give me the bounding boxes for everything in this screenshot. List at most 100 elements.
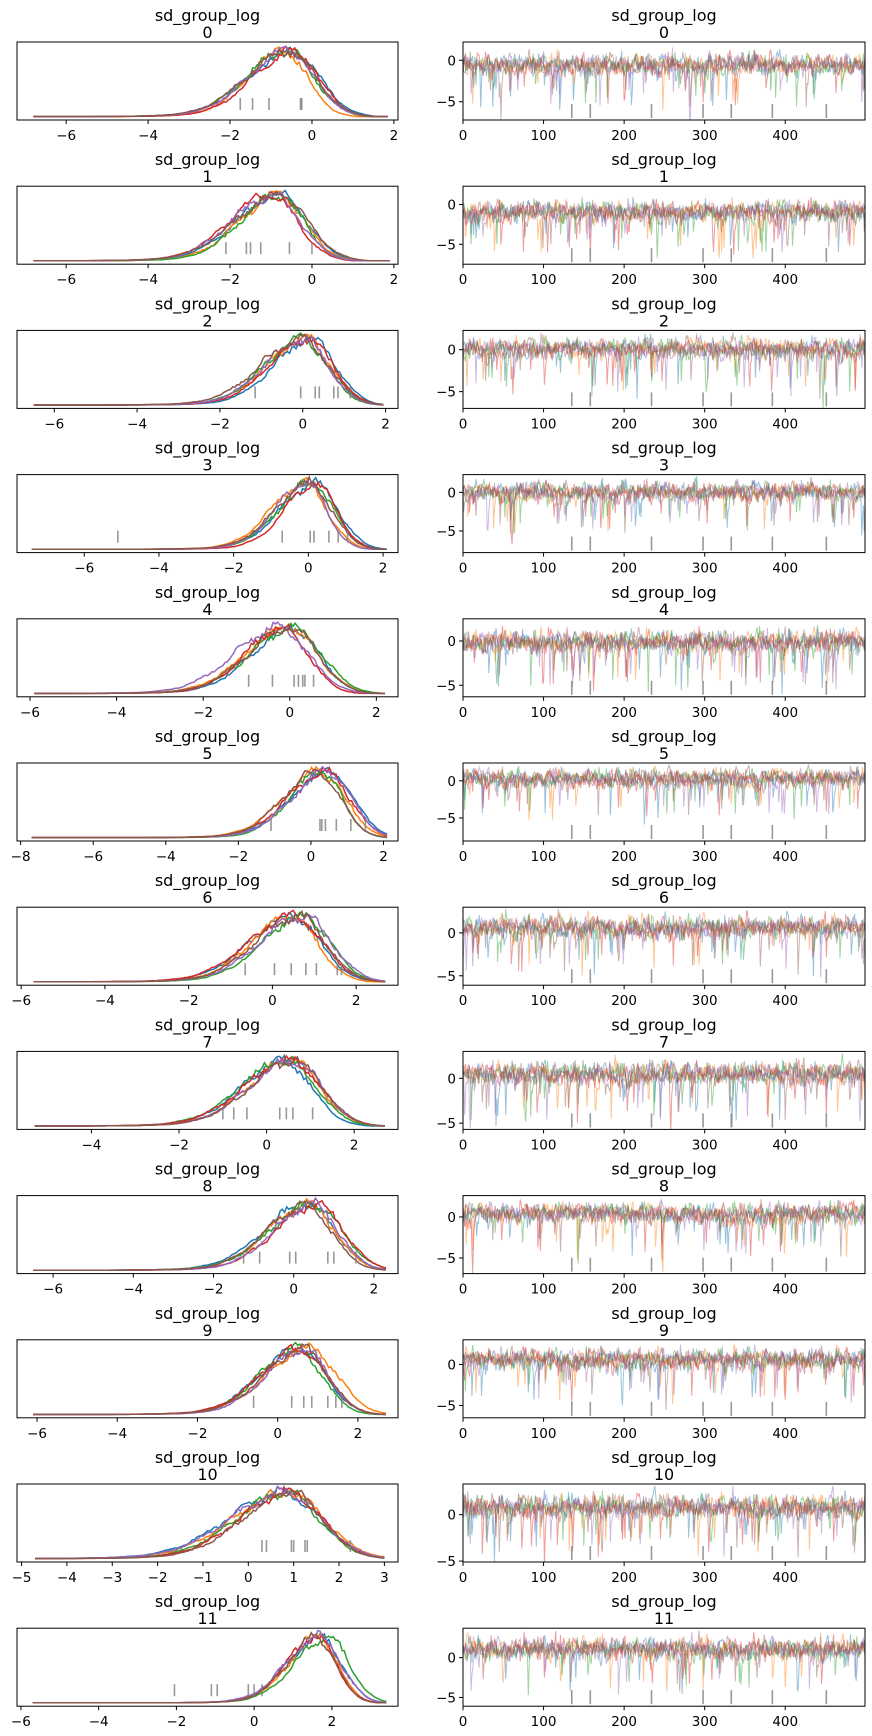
axes-frame <box>462 906 866 986</box>
x-tick-label: 2 <box>335 1570 344 1586</box>
x-tick-label: −4 <box>156 849 176 865</box>
x-tick-label: −4 <box>138 128 158 144</box>
x-tick-label: 400 <box>772 128 798 144</box>
trace-line <box>463 196 865 259</box>
axes-frame <box>462 474 866 554</box>
x-tick-label: 2 <box>370 1282 379 1298</box>
panel-title: sd_group_log <box>155 150 260 170</box>
x-tick-label: 2 <box>372 705 381 721</box>
y-tick-label: −5 <box>436 1690 456 1706</box>
density-line <box>33 190 390 262</box>
trace-line <box>463 1485 865 1557</box>
x-tick-label: 400 <box>772 1570 798 1586</box>
panel-subtitle: 6 <box>202 888 212 907</box>
x-tick-label: 0 <box>304 561 313 577</box>
y-tick-label: −5 <box>436 969 456 985</box>
density-line <box>32 1631 387 1704</box>
panel-title: sd_group_log <box>155 1015 260 1035</box>
y-tick-label: 0 <box>447 774 456 790</box>
x-tick-label: 100 <box>531 1570 557 1586</box>
x-tick-label: 0 <box>459 1570 468 1586</box>
x-tick-label: −6 <box>83 849 103 865</box>
x-tick-label: 0 <box>262 1137 271 1153</box>
x-tick-label: 0 <box>459 849 468 865</box>
trace-line <box>463 196 865 255</box>
x-tick-label: −4 <box>127 416 147 432</box>
trace-line <box>463 1346 865 1406</box>
density-line <box>33 1341 386 1416</box>
plot-area <box>33 189 390 262</box>
axes-frame <box>16 1483 399 1563</box>
density-line <box>35 1485 385 1560</box>
density-line <box>35 1484 385 1560</box>
plot-area <box>33 909 386 983</box>
panel-subtitle: 4 <box>659 600 669 619</box>
x-tick-label: −6 <box>56 128 76 144</box>
x-tick-label: 0 <box>459 561 468 577</box>
panel-title: sd_group_log <box>611 871 716 891</box>
trace-line <box>463 625 865 692</box>
x-tick-label: 0 <box>459 993 468 1009</box>
panel-subtitle: 8 <box>659 1177 669 1196</box>
density-line <box>35 1488 385 1560</box>
density-line <box>31 478 387 550</box>
y-tick-label: −5 <box>436 1251 456 1267</box>
panel-subtitle: 9 <box>659 1321 669 1340</box>
x-tick-label: −6 <box>27 1426 47 1442</box>
trace-line <box>463 332 865 397</box>
y-tick-label: 0 <box>447 1210 456 1226</box>
x-tick-label: −2 <box>224 561 244 577</box>
trace-line <box>463 1055 865 1119</box>
panel-subtitle: 3 <box>659 456 669 475</box>
panel-title: sd_group_log <box>611 1015 716 1035</box>
density-line <box>32 1632 387 1704</box>
y-tick-label: 0 <box>447 485 456 501</box>
density-line <box>32 1632 387 1704</box>
panel-title: sd_group_log <box>611 1304 716 1324</box>
x-tick-label: 300 <box>692 272 718 288</box>
trace-line <box>463 478 865 545</box>
x-tick-label: −2 <box>193 705 213 721</box>
x-tick-label: 0 <box>459 416 468 432</box>
trace-line <box>463 196 865 253</box>
y-tick-label: −5 <box>436 237 456 253</box>
x-tick-label: −4 <box>149 561 169 577</box>
axes-frame <box>16 329 399 409</box>
density-line <box>35 1489 385 1560</box>
x-tick-label: 2 <box>390 272 399 288</box>
x-tick-label: −6 <box>44 416 64 432</box>
x-tick-label: 0 <box>459 1137 468 1153</box>
x-tick-label: 100 <box>531 1714 557 1730</box>
panel-title: sd_group_log <box>155 6 260 26</box>
y-tick-label: −5 <box>436 95 456 111</box>
density-line <box>33 1343 386 1416</box>
panel-title: sd_group_log <box>155 1592 260 1612</box>
x-tick-label: −6 <box>11 993 31 1009</box>
trace-line <box>463 1201 865 1257</box>
plot-area <box>31 474 387 550</box>
plot-area <box>463 47 865 120</box>
density-line <box>33 191 390 262</box>
x-tick-label: 100 <box>531 272 557 288</box>
x-tick-label: −2 <box>148 1570 168 1586</box>
x-tick-label: 0 <box>289 1282 298 1298</box>
plot-area <box>33 1196 387 1271</box>
trace-line <box>463 1199 865 1256</box>
x-tick-label: 300 <box>692 705 718 721</box>
x-tick-label: 0 <box>268 993 277 1009</box>
x-tick-label: −4 <box>138 272 158 288</box>
density-line <box>33 1200 387 1271</box>
plot-area <box>463 476 865 551</box>
plot-area <box>35 1484 385 1560</box>
panel-subtitle: 0 <box>659 23 669 42</box>
y-tick-label: −5 <box>436 1116 456 1132</box>
x-tick-label: 0 <box>307 849 316 865</box>
density-line <box>34 1055 385 1127</box>
y-tick-label: −5 <box>436 524 456 540</box>
